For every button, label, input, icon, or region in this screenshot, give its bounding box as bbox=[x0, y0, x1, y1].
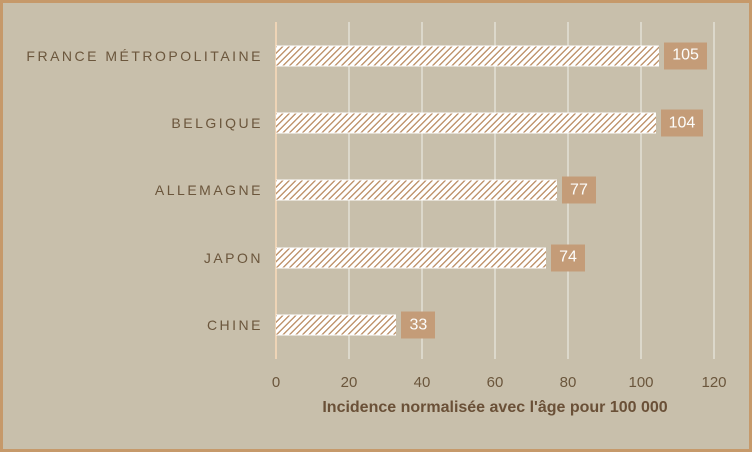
category-label: BELGIQUE bbox=[171, 115, 263, 132]
bar bbox=[276, 179, 558, 201]
gridline bbox=[713, 22, 715, 359]
bars-layer: FRANCE MÉTROPOLITAINE 105 BELGIQUE 104 ALLEM… bbox=[3, 3, 749, 449]
value-label: 77 bbox=[562, 176, 596, 204]
x-tick-label: 120 bbox=[701, 374, 727, 391]
category-label: ALLEMAGNE bbox=[154, 182, 263, 199]
x-tick-label: 0 bbox=[271, 374, 281, 391]
value-label: 33 bbox=[401, 311, 436, 339]
x-tick-label: 40 bbox=[413, 374, 431, 391]
bar bbox=[276, 45, 660, 67]
value-label: 104 bbox=[660, 109, 704, 137]
bar bbox=[276, 112, 656, 134]
bar-row: ALLEMAGNE 77 bbox=[3, 157, 749, 224]
x-tick-label: 60 bbox=[486, 374, 504, 391]
category-label: FRANCE MÉTROPOLITAINE bbox=[26, 47, 263, 64]
bar-row: CHINE 33 bbox=[3, 292, 749, 359]
x-axis: 0 20 40 60 80 100 120 bbox=[3, 3, 749, 449]
value-label: 74 bbox=[551, 244, 585, 272]
bar bbox=[276, 314, 397, 336]
x-tick-label: 100 bbox=[628, 374, 654, 391]
x-tick-label: 20 bbox=[340, 374, 358, 391]
x-tick-label: 80 bbox=[559, 374, 577, 391]
category-label: CHINE bbox=[206, 317, 263, 334]
bar bbox=[276, 247, 547, 269]
category-label: JAPON bbox=[203, 249, 263, 266]
gridline bbox=[640, 22, 642, 359]
bar-row: JAPON 74 bbox=[3, 224, 749, 291]
x-axis-title: Incidence normalisée avec l'âge pour 100… bbox=[322, 399, 668, 416]
bar-row: BELGIQUE 104 bbox=[3, 89, 749, 156]
value-label: 105 bbox=[664, 42, 707, 70]
bar-row: FRANCE MÉTROPOLITAINE 105 bbox=[3, 22, 749, 89]
